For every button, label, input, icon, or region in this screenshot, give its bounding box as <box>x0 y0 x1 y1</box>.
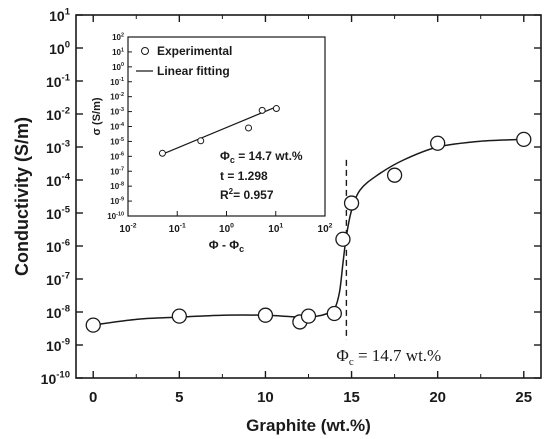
inset-x-tick-label: 100 <box>219 223 234 236</box>
inset-x-axis-title: Φ - Φc <box>209 238 244 254</box>
data-point <box>171 308 187 324</box>
inset-y-tick-label: 10-5 <box>110 137 124 147</box>
inset-fit-line <box>162 106 277 155</box>
x-tick-label: 0 <box>89 389 97 406</box>
inset-y-tick-label: 101 <box>112 47 124 57</box>
y-axis-title: Conductivity (S/m) <box>12 117 32 276</box>
data-point <box>430 135 446 151</box>
inset-x-tick-label: 10-1 <box>169 223 186 236</box>
data-point <box>335 231 351 247</box>
inset-y-tick-label: 10-3 <box>110 107 124 117</box>
legend-label-experimental: Experimental <box>157 44 232 58</box>
inset-data-point <box>272 105 280 113</box>
y-tick-label: 10-7 <box>46 271 70 288</box>
y-tick-label: 101 <box>49 7 71 24</box>
data-point <box>85 317 101 333</box>
fit-curve <box>93 138 524 326</box>
main-plot: 0 5 10 15 20 2510-1010-910-810-710-610-510-41… <box>12 7 542 435</box>
inset-y-tick-label: 102 <box>112 32 124 42</box>
data-point <box>257 307 274 323</box>
inset-x-tick-label: 101 <box>268 223 283 236</box>
data-point <box>300 308 317 324</box>
inset-annotation-r2: R2= 0.957 <box>220 187 274 202</box>
x-tick-label: 5 <box>175 389 183 406</box>
inset-x-tick-label: 10-2 <box>119 223 136 236</box>
inset-annotation-phic: Φc = 14.7 wt.% <box>220 149 303 165</box>
inset-y-tick-label: 10-9 <box>110 196 124 206</box>
data-point <box>386 167 403 183</box>
data-point <box>326 305 342 322</box>
inset-y-tick-label: 100 <box>112 62 124 72</box>
threshold-annotation: Φc = 14.7 wt.% <box>336 346 441 368</box>
legend-marker-experimental <box>141 47 149 55</box>
inset-legend: Experimental Linear fitting <box>136 44 232 78</box>
x-tick-label: 20 <box>429 389 446 406</box>
y-tick-label: 10-9 <box>46 337 70 354</box>
legend-label-fit: Linear fitting <box>157 64 230 78</box>
inset-data-point <box>258 106 266 114</box>
inset-data-point <box>158 149 166 157</box>
y-tick-label: 10-2 <box>46 106 70 123</box>
inset-y-tick-label: 10-1 <box>110 77 124 87</box>
data-point <box>516 131 532 148</box>
inset-data-point <box>245 124 253 132</box>
inset-y-tick-label: 10-2 <box>110 92 124 102</box>
inset-data-point <box>197 137 205 145</box>
inset-y-tick-label: 10-8 <box>110 182 124 192</box>
y-tick-label: 100 <box>49 40 70 57</box>
y-tick-label: 10-3 <box>46 139 70 156</box>
inset-x-tick-label: 102 <box>318 223 333 236</box>
inset-annotation-t: t = 1.298 <box>220 169 268 183</box>
x-tick-label: 25 <box>515 389 532 406</box>
x-tick-label: 10 <box>257 389 274 406</box>
y-tick-label: 10-4 <box>46 172 71 189</box>
inset-y-tick-label: 10-7 <box>110 167 124 177</box>
y-tick-label: 10-10 <box>41 370 70 387</box>
y-tick-label: 10-6 <box>46 238 70 255</box>
inset-y-tick-label: 10-10 <box>107 211 124 221</box>
inset-y-tick-label: 10-6 <box>110 152 124 162</box>
inset-frame <box>127 36 326 217</box>
inset-plot: 10-2 10-1 100 101 102 10-10 10-9 10-8 10-7 10-6 10… <box>91 32 333 254</box>
y-tick-label: 10-5 <box>46 205 71 222</box>
y-tick-label: 10-8 <box>46 304 70 321</box>
inset-y-axis-title: σ (S/m) <box>91 97 103 135</box>
inset-y-tick-label: 10-4 <box>110 122 124 132</box>
x-axis-title: Graphite (wt.%) <box>246 416 371 435</box>
data-point <box>343 195 360 211</box>
y-tick-label: 10-1 <box>46 73 71 90</box>
x-tick-label: 15 <box>343 389 360 406</box>
